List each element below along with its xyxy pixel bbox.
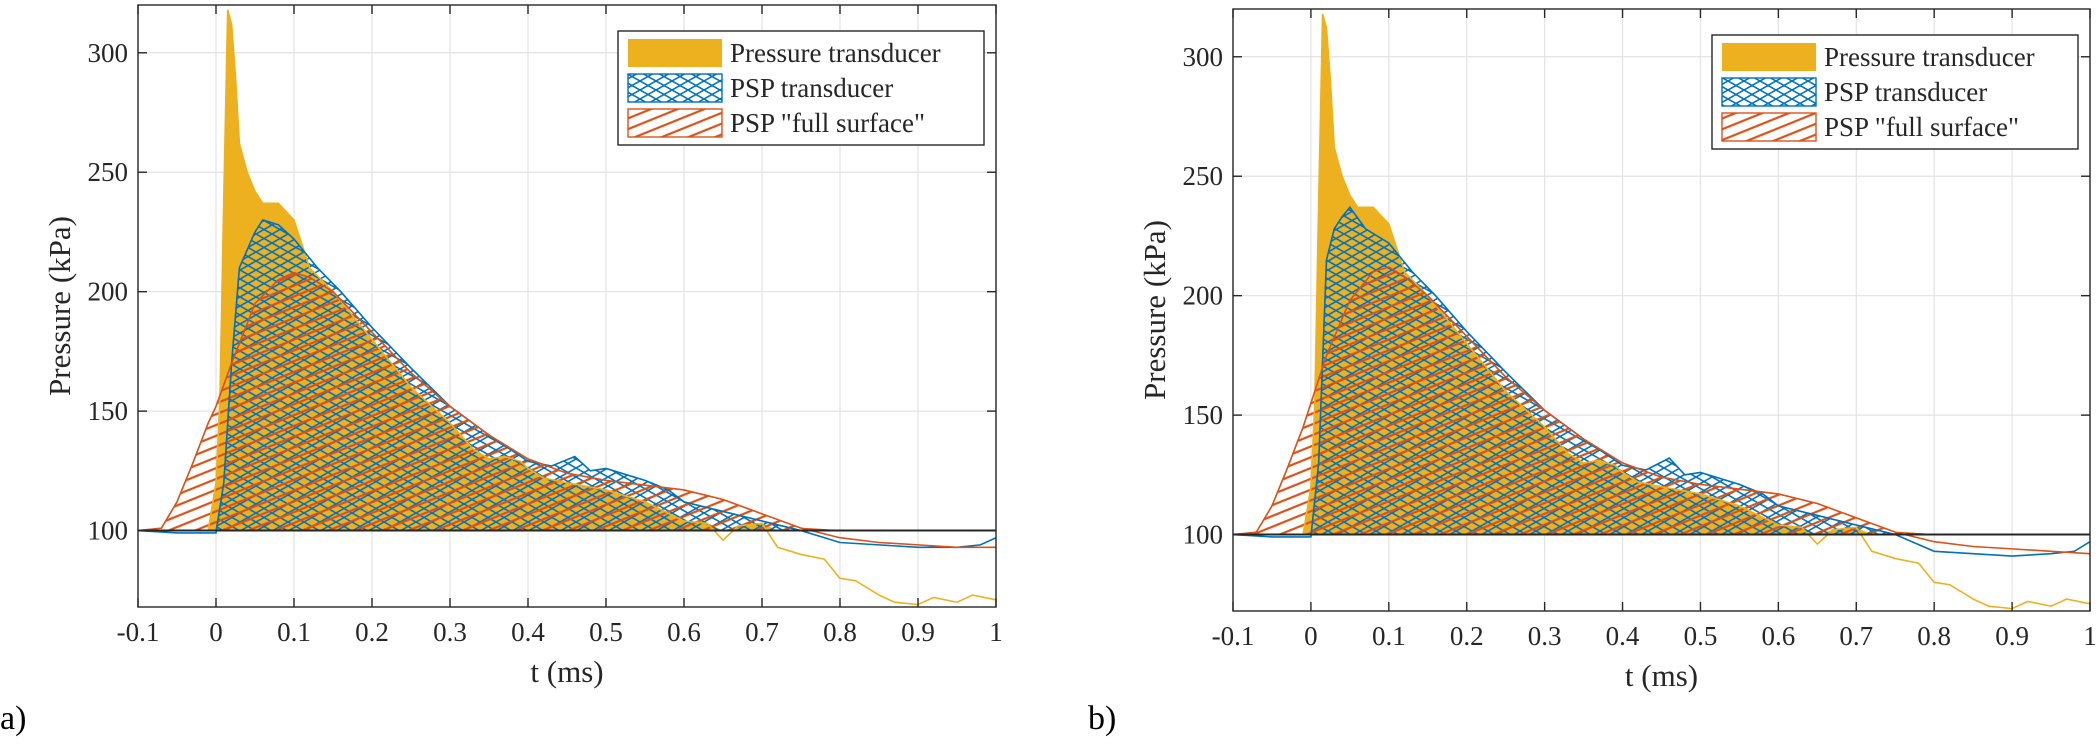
- axes-box: [1232, 8, 2091, 612]
- x-tick-label: 0.5: [589, 617, 623, 647]
- legend-entry-label: PSP transducer: [1824, 77, 1987, 107]
- y-tick-label: 250: [88, 157, 129, 187]
- x-tick-label: -0.1: [117, 617, 160, 647]
- x-tick-label: 0.5: [1684, 621, 1718, 651]
- x-tick-label: 0.3: [433, 617, 467, 647]
- x-tick-label: 0.7: [1839, 621, 1873, 651]
- x-tick-label: 0.8: [1917, 621, 1951, 651]
- legend-entry-label: PSP "full surface": [730, 108, 925, 138]
- legend-swatch: [1722, 43, 1816, 71]
- x-tick-label: 0.8: [823, 617, 857, 647]
- x-tick-label: 0.2: [355, 617, 389, 647]
- x-tick-label: 0.1: [277, 617, 311, 647]
- x-tick-label: 1: [2083, 621, 2097, 651]
- x-tick-label: -0.1: [1212, 621, 1255, 651]
- y-axis-label: Pressure (kPa): [1137, 220, 1172, 400]
- x-axis-label: t (ms): [1625, 658, 1698, 693]
- y-tick-label: 150: [1183, 400, 1224, 430]
- x-axis-label: t (ms): [530, 654, 603, 689]
- y-tick-label: 250: [1183, 161, 1224, 191]
- y-tick-label: 300: [1183, 42, 1224, 72]
- legend-swatch: [1721, 77, 1817, 107]
- area-psp-full-surface: [1233, 266, 2090, 536]
- x-tick-label: 0: [209, 617, 223, 647]
- x-tick-label: 0.6: [667, 617, 701, 647]
- line-pressure-transducer: [1233, 13, 2090, 610]
- x-tick-label: 0.7: [745, 617, 779, 647]
- x-tick-label: 0.4: [511, 617, 545, 647]
- y-tick-label: 100: [88, 516, 129, 546]
- y-tick-label: 150: [88, 396, 129, 426]
- legend-entry-label: PSP "full surface": [1824, 112, 2019, 142]
- legend-entry-label: PSP transducer: [730, 73, 893, 103]
- legend-swatch: [1721, 112, 1817, 142]
- x-tick-label: 0.1: [1372, 621, 1406, 651]
- x-tick-label: 0.9: [1995, 621, 2029, 651]
- y-tick-label: 200: [88, 277, 129, 307]
- legend-swatch: [627, 108, 723, 138]
- legend-entry-label: Pressure transducer: [730, 38, 941, 68]
- x-tick-label: 0.9: [901, 617, 935, 647]
- panel-label-a: a): [0, 700, 27, 737]
- panel-label-b: b): [1088, 700, 1117, 737]
- y-tick-label: 300: [88, 38, 129, 68]
- x-tick-label: 1: [989, 617, 1003, 647]
- x-tick-label: 0: [1304, 621, 1318, 651]
- legend-swatch: [628, 39, 722, 67]
- line-pressure-transducer: [138, 9, 996, 606]
- x-tick-label: 0.4: [1606, 621, 1640, 651]
- legend: Pressure transducer PSP transducer PSP "fu…: [617, 30, 985, 146]
- area-psp-full-surface: [138, 271, 996, 532]
- legend-entry-label: Pressure transducer: [1824, 42, 2035, 72]
- legend-swatch: [627, 73, 723, 103]
- x-tick-label: 0.2: [1450, 621, 1484, 651]
- y-tick-label: 200: [1183, 281, 1224, 311]
- y-axis-label: Pressure (kPa): [42, 216, 77, 396]
- x-tick-label: 0.6: [1761, 621, 1795, 651]
- chart-panel-a: -0.1 0 0.1 0.2 0.3 0.4 0.5 0.6 0.7 0.8 0.9 1 100 150 2…: [42, 4, 1003, 689]
- axes-box: [137, 4, 997, 608]
- x-tick-label: 0.3: [1528, 621, 1562, 651]
- y-tick-label: 100: [1183, 520, 1224, 550]
- legend: Pressure transducer PSP transducer PSP "fu…: [1711, 34, 2079, 150]
- chart-panel-b: -0.1 0 0.1 0.2 0.3 0.4 0.5 0.6 0.7 0.8 0.9 1 100 150 2…: [1137, 8, 2097, 693]
